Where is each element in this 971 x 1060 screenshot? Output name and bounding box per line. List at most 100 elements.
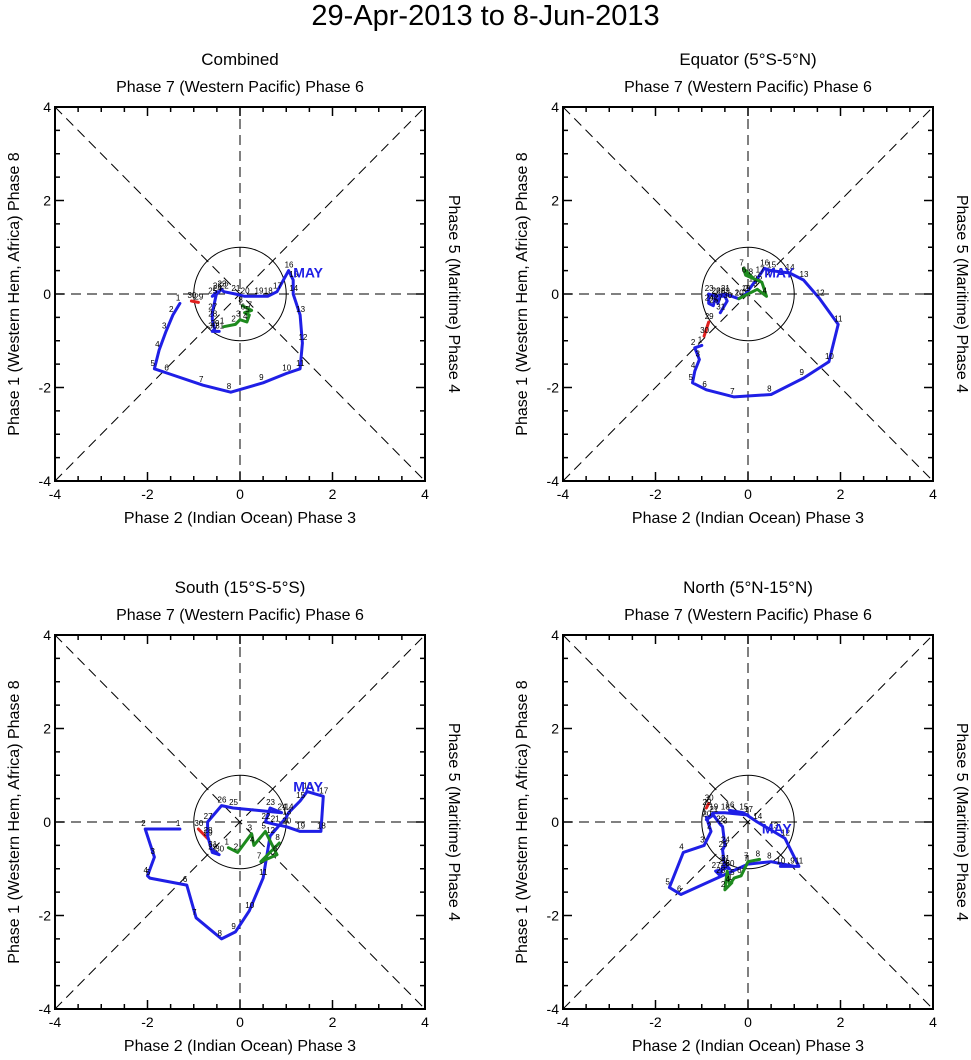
y-tick-label: 0 (551, 814, 559, 830)
x-tick-label: 0 (744, 486, 752, 502)
day-label: 6 (273, 845, 278, 854)
day-label: 29 (719, 856, 728, 865)
day-label: 9 (259, 373, 264, 382)
day-label: 21 (721, 284, 730, 293)
day-label: 28 (208, 310, 217, 319)
day-label: 21 (271, 814, 280, 823)
day-label: 26 (218, 796, 227, 805)
day-label: 4 (763, 286, 768, 295)
left-phase-label: Phase 1 (Western Hem, Africa) Phase 8 (6, 680, 23, 963)
day-label: 29 (194, 292, 203, 301)
day-label: 14 (289, 284, 298, 293)
day-label: 25 (719, 840, 728, 849)
day-label: 29 (705, 312, 714, 321)
day-label: 7 (730, 387, 735, 396)
x-tick-label: -4 (557, 1014, 570, 1030)
day-label: 2 (231, 314, 236, 323)
day-label: 10 (825, 352, 834, 361)
day-label: 17 (756, 265, 765, 274)
y-tick-label: -4 (39, 1001, 52, 1017)
chart-title: North (5°N-15°N) (683, 578, 813, 597)
guide-diagonal-b (563, 635, 933, 1009)
day-label: 12 (781, 828, 790, 837)
day-label: 8 (275, 833, 280, 842)
chart-title: Equator (5°S-5°N) (679, 50, 816, 69)
guide-diagonal-b (55, 635, 425, 1009)
day-label: 12 (298, 333, 307, 342)
day-label: 16 (285, 261, 294, 270)
day-label: 15 (739, 803, 748, 812)
x-tick-label: -2 (141, 1014, 154, 1030)
series-line-may (143, 790, 325, 941)
chart-south: South (15°S-5°S) Phase 7 (Western Pacific… (6, 578, 462, 1055)
amplitude-one-circle (701, 774, 795, 870)
day-label: 7 (739, 258, 744, 267)
day-label: 1 (728, 873, 733, 882)
y-tick-label: -4 (547, 473, 560, 489)
day-label: 7 (199, 375, 204, 384)
y-tick-label: -2 (39, 380, 52, 396)
day-label: 17 (273, 282, 282, 291)
x-tick-label: 4 (929, 486, 937, 502)
day-label: 25 (208, 286, 217, 295)
day-label: 28 (716, 286, 725, 295)
day-label: 30 (194, 819, 203, 828)
day-label: 7 (744, 852, 749, 861)
day-label: 7 (744, 854, 749, 863)
day-label: 2 (721, 880, 726, 889)
y-tick-label: 2 (551, 721, 559, 737)
day-label: 3 (700, 835, 705, 844)
day-label: 1 (698, 335, 703, 344)
amplitude-one-circle (193, 246, 287, 342)
y-tick-label: 4 (551, 627, 559, 643)
day-label: 30 (215, 845, 224, 854)
y-tick-label: 2 (551, 193, 559, 209)
day-label: 30 (726, 859, 735, 868)
day-label: 12 (816, 289, 825, 298)
x-tick-label: -2 (649, 486, 662, 502)
day-label: 16 (760, 258, 769, 267)
day-label: 2 (234, 842, 239, 851)
day-label: 25 (229, 798, 238, 807)
day-label: 27 (712, 861, 721, 870)
day-label: 11 (834, 314, 843, 323)
y-tick-label: 4 (43, 99, 51, 115)
day-label: 16 (726, 800, 735, 809)
day-label: 6 (702, 380, 707, 389)
day-label: 12 (266, 826, 275, 835)
day-label: 24 (721, 835, 730, 844)
day-label: 6 (183, 875, 188, 884)
day-label: 29 (702, 798, 711, 807)
day-label: 3 (236, 310, 241, 319)
amplitude-one-circle (193, 774, 287, 870)
month-label: MAY (293, 779, 323, 795)
day-label: 20 (282, 817, 291, 826)
day-label: 31 (721, 854, 730, 863)
x-tick-label: 2 (837, 486, 845, 502)
day-label: 18 (264, 286, 273, 295)
day-label: 24 (213, 284, 222, 293)
bottom-phase-label: Phase 2 (Indian Ocean) Phase 3 (632, 1038, 864, 1055)
x-tick-label: -4 (557, 486, 570, 502)
day-label: 25 (709, 296, 718, 305)
x-tick-label: -2 (649, 1014, 662, 1030)
series-line-apr (702, 320, 711, 338)
day-label: 31 (208, 840, 217, 849)
left-phase-label: Phase 1 (Western Hem, Africa) Phase 8 (6, 152, 23, 435)
day-label: 17 (744, 805, 753, 814)
chart-north: North (5°N-15°N) Phase 7 (Western Pacific… (514, 578, 970, 1055)
x-tick-label: 0 (236, 1014, 244, 1030)
day-label: 4 (144, 866, 149, 875)
day-label: 9 (790, 856, 795, 865)
day-label: 30 (723, 291, 732, 300)
right-phase-label: Phase 5 (Maritime) Phase 4 (445, 723, 462, 921)
day-label: 1 (176, 819, 181, 828)
day-label: 3 (150, 847, 155, 856)
chart-title: Combined (201, 50, 279, 69)
y-tick-label: 0 (43, 286, 51, 302)
